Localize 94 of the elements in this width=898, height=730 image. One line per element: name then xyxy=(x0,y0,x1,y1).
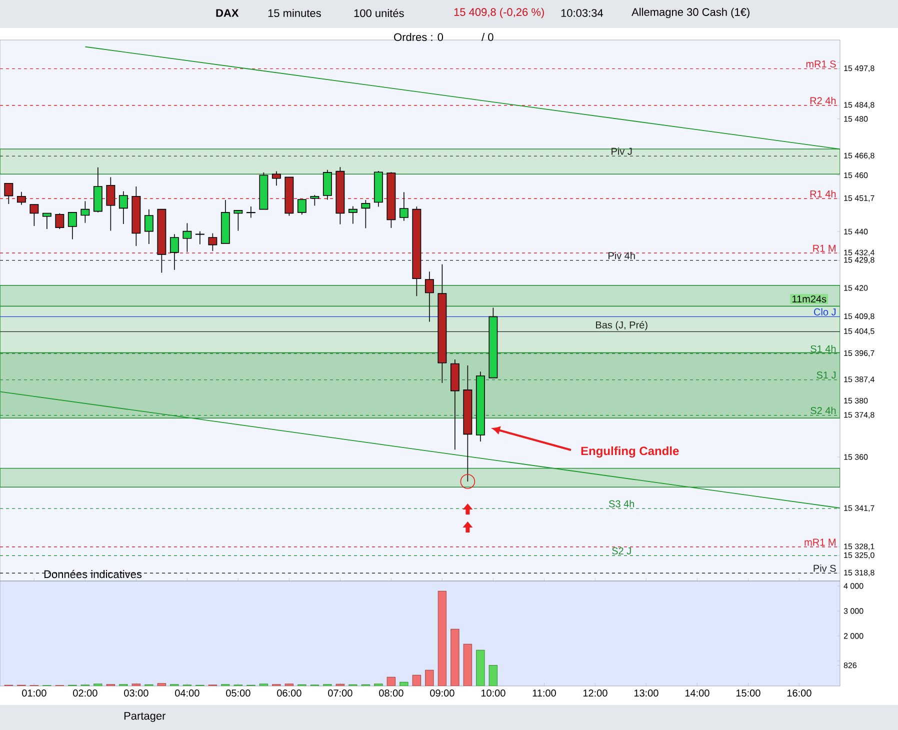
y-tick-label: 15 380 xyxy=(844,398,868,404)
candlestick xyxy=(182,222,192,252)
x-tick-label: 13:00 xyxy=(634,690,658,697)
candlestick xyxy=(195,230,204,245)
y-tick-label: 15 318,8 xyxy=(844,570,874,576)
x-tick-label: 01:00 xyxy=(22,690,46,697)
candlestick xyxy=(424,271,434,322)
y-tick-label: 15 404,5 xyxy=(844,328,874,335)
y-tick-label: 15 440 xyxy=(844,228,868,234)
ref-line-label: S2 4h xyxy=(810,406,836,414)
y-tick-label: 826 xyxy=(844,662,857,668)
y-tick-label: 15 328,1 xyxy=(844,544,874,550)
annotation: Ordres : 0 xyxy=(394,32,444,42)
x-tick-label: 07:00 xyxy=(328,690,352,697)
candlestick xyxy=(310,194,320,206)
candlestick xyxy=(348,206,358,224)
annotation: 11m24s xyxy=(792,295,826,303)
chart-title: DAX xyxy=(216,9,239,17)
x-tick-label: 08:00 xyxy=(379,690,404,697)
x-tick-label: 03:00 xyxy=(124,690,148,697)
ref-line-label: mR1 S xyxy=(806,60,836,68)
candlestick xyxy=(80,200,90,224)
candlestick xyxy=(246,206,256,218)
ref-line-label: R2 4h xyxy=(810,96,836,104)
ref-line-label: R1 M xyxy=(813,244,836,252)
x-tick-label: 02:00 xyxy=(73,690,98,697)
x-tick-label: 14:00 xyxy=(685,690,710,697)
candlestick xyxy=(361,200,370,229)
y-tick-label: 3 000 xyxy=(844,608,864,614)
y-tick-label: 15 420 xyxy=(844,285,868,291)
ref-line-label: S1 J xyxy=(816,372,836,379)
candlestick xyxy=(4,183,14,204)
ref-line-label: Piv S xyxy=(814,564,836,572)
annotation: Engulfing Candle xyxy=(581,446,679,458)
y-tick-label: 15 451,7 xyxy=(844,195,874,202)
text: 10:03:34 xyxy=(561,9,604,17)
x-tick-label: 05:00 xyxy=(226,690,250,697)
ref-line-label: S2 J xyxy=(612,547,631,554)
x-tick-label: 09:00 xyxy=(430,690,454,697)
y-tick-label: 15 396,7 xyxy=(844,350,874,357)
y-tick-label: 15 484,8 xyxy=(844,102,874,109)
bar xyxy=(400,682,408,686)
y-tick-label: 15 325,0 xyxy=(844,552,874,559)
y-tick-label: 15 387,4 xyxy=(844,376,874,384)
y-tick-label: 15 374,8 xyxy=(844,412,874,419)
y-tick-label: 15 480 xyxy=(844,116,868,122)
y-tick-label: 15 460 xyxy=(844,172,868,178)
bar xyxy=(463,644,472,686)
x-tick-label: 04:00 xyxy=(175,690,200,697)
y-tick-label: 15 429,8 xyxy=(844,257,874,264)
candlestick xyxy=(16,191,26,206)
y-tick-label: 15 409,8 xyxy=(844,313,874,320)
y-tick-label: 15 497,8 xyxy=(844,65,874,72)
candlestick xyxy=(144,208,154,244)
ref-line-label: S3 4h xyxy=(608,500,634,508)
annotation: Données indicatives xyxy=(44,570,142,578)
text: 100 unités xyxy=(354,8,404,18)
x-tick-label: 12:00 xyxy=(583,690,608,697)
candlestick xyxy=(106,176,116,232)
y-tick-label: 15 466,8 xyxy=(844,152,874,160)
x-tick-label: 16:00 xyxy=(787,690,812,697)
y-tick-label: 15 360 xyxy=(844,454,868,460)
candlestick xyxy=(30,204,39,226)
candlestick xyxy=(399,192,408,222)
chart-subtitle: Allemagne 30 Cash (1€) xyxy=(632,8,750,18)
x-tick-label: 11:00 xyxy=(532,690,556,697)
ref-line-label: Bas (J, Pré) xyxy=(596,320,648,330)
ref-line-label: R1 4h xyxy=(810,190,836,198)
ref-line-label: S1 4h xyxy=(810,345,836,352)
ref-line-label: mR1 M xyxy=(804,538,836,546)
y-tick-label: 15 432,4 xyxy=(844,250,874,256)
text: 15 minutes xyxy=(268,8,321,18)
candlestick xyxy=(118,190,128,224)
x-tick-label: 15:00 xyxy=(736,690,760,697)
candlestick xyxy=(55,212,64,230)
candlestick xyxy=(170,234,179,270)
x-tick-label: 10:00 xyxy=(481,690,506,697)
candlestick xyxy=(42,212,52,230)
ref-line-label: Piv 4h xyxy=(608,252,635,260)
candlestick xyxy=(272,170,281,186)
annotation: / 0 xyxy=(482,32,494,42)
y-tick-label: 2 000 xyxy=(844,633,864,639)
candlestick xyxy=(68,212,77,240)
text: 15 409,8 (-0,26 %) xyxy=(454,8,544,18)
x-tick-label: 06:00 xyxy=(277,690,302,697)
candlestick xyxy=(297,199,306,216)
ref-line-label: Clo J xyxy=(814,308,836,316)
y-tick-label: 4 000 xyxy=(844,583,864,589)
ref-line-label: Piv J xyxy=(612,148,632,155)
candlestick xyxy=(322,169,332,200)
candlestick xyxy=(234,210,243,232)
y-tick-label: 15 341,7 xyxy=(844,505,874,512)
text: Partager xyxy=(124,712,166,722)
candlestick xyxy=(208,232,218,252)
